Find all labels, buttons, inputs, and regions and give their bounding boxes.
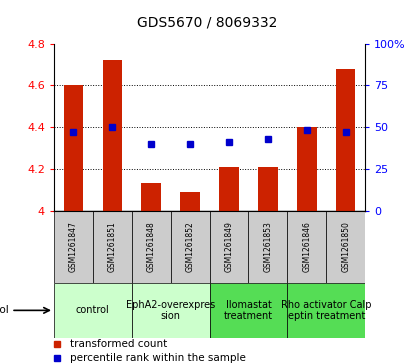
Bar (181, 192, 200, 211)
Text: GSM1261853: GSM1261853 (264, 221, 272, 272)
Bar (287, 211, 326, 283)
Text: GDS5670 / 8069332: GDS5670 / 8069332 (137, 15, 278, 29)
Text: GSM1261849: GSM1261849 (225, 221, 234, 272)
Text: GSM1261850: GSM1261850 (341, 221, 350, 272)
Bar (210, 211, 249, 283)
Bar (249, 211, 287, 283)
Bar (142, 183, 161, 211)
Bar (297, 127, 317, 211)
Text: percentile rank within the sample: percentile rank within the sample (70, 353, 245, 363)
Bar (54, 283, 132, 338)
Text: GSM1261847: GSM1261847 (69, 221, 78, 272)
Bar (326, 211, 365, 283)
Text: control: control (76, 305, 110, 315)
Bar (63, 85, 83, 211)
Bar (93, 211, 132, 283)
Bar (287, 283, 365, 338)
Text: Ilomastat
treatment: Ilomastat treatment (224, 299, 273, 321)
Bar (219, 167, 239, 211)
Text: Rho activator Calp
eptin treatment: Rho activator Calp eptin treatment (281, 299, 371, 321)
Text: EphA2-overexpres
sion: EphA2-overexpres sion (126, 299, 215, 321)
Bar (132, 283, 210, 338)
Text: GSM1261848: GSM1261848 (147, 221, 156, 272)
Bar (54, 211, 93, 283)
Text: GSM1261851: GSM1261851 (108, 221, 117, 272)
Bar (171, 211, 210, 283)
Bar (210, 283, 287, 338)
Bar (336, 69, 356, 211)
Bar (258, 167, 278, 211)
Text: transformed count: transformed count (70, 339, 167, 349)
Text: GSM1261852: GSM1261852 (186, 221, 195, 272)
Bar (132, 211, 171, 283)
Text: protocol: protocol (0, 305, 9, 315)
Bar (103, 60, 122, 211)
Text: GSM1261846: GSM1261846 (303, 221, 311, 272)
